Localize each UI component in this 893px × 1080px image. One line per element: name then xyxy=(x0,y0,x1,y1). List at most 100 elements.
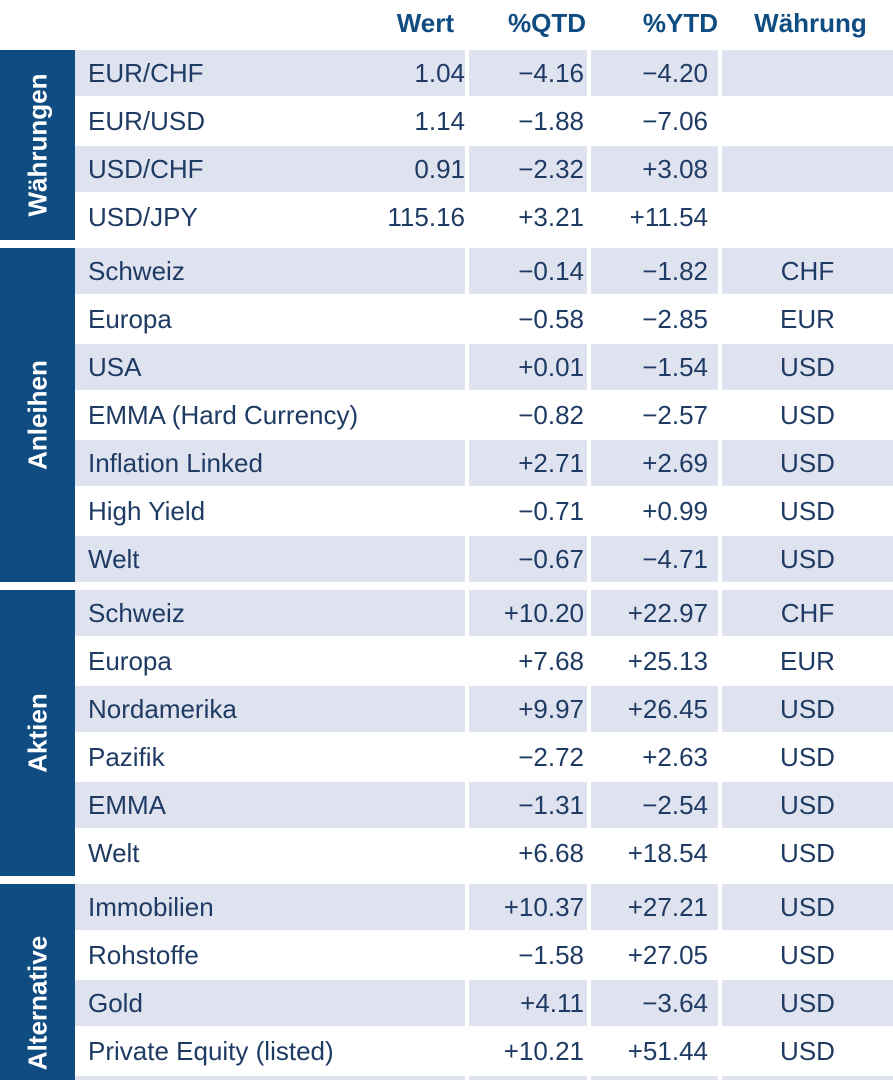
row-ytd: −2.57 xyxy=(589,392,718,438)
group-1: Währungen EUR/CHF 1.04 −4.16 −4.20 EUR/USD 1.1… xyxy=(0,50,893,240)
row-qtd: −1.88 xyxy=(467,98,587,144)
row-qtd: +10.20 xyxy=(467,590,587,636)
row-waehrung: EUR xyxy=(720,296,893,342)
row-name: Gold xyxy=(88,988,143,1018)
row-name: USA xyxy=(88,352,142,382)
row-name: Europa xyxy=(88,304,172,334)
row-name: High Yield xyxy=(88,496,206,526)
row-wert xyxy=(375,248,465,294)
row-qtd: +0.07 xyxy=(467,1076,587,1080)
row-qtd: +6.68 xyxy=(467,830,587,876)
row-wert xyxy=(375,440,465,486)
row-name-cell: Schweiz xyxy=(75,590,465,636)
row-waehrung: USD xyxy=(720,830,893,876)
row-name-cell: Private Equity (listed) xyxy=(75,1028,465,1074)
row-name-cell: Pazifik xyxy=(75,734,465,780)
row-name: USD/CHF xyxy=(88,154,204,184)
header-qtd: %QTD xyxy=(508,8,586,38)
row-name: EMMA (Hard Currency) xyxy=(88,400,359,430)
table-row: EMMA −1.31 −2.54 USD xyxy=(75,782,893,828)
row-ytd: +3.65 xyxy=(589,1076,718,1080)
table-row: Schweiz +10.20 +22.97 CHF xyxy=(75,590,893,636)
header-ytd: %YTD xyxy=(642,8,718,38)
row-waehrung xyxy=(720,50,893,96)
row-ytd: +0.99 xyxy=(589,488,718,534)
row-ytd: +51.44 xyxy=(589,1028,718,1074)
row-waehrung: USD xyxy=(720,536,893,582)
row-name: USD/JPY xyxy=(88,202,198,232)
row-waehrung: USD xyxy=(720,488,893,534)
row-waehrung: USD xyxy=(720,980,893,1026)
table-row: Immobilien +10.37 +27.21 USD xyxy=(75,884,893,930)
row-qtd: −4.16 xyxy=(467,50,587,96)
row-qtd: −0.67 xyxy=(467,536,587,582)
row-wert: 1.14 xyxy=(414,106,465,136)
table-header: Wert %QTD %YTD Währung xyxy=(0,0,893,48)
row-name-cell: High Yield xyxy=(75,488,465,534)
row-name: Welt xyxy=(88,544,140,574)
header-waehrung: Währung xyxy=(754,8,867,38)
row-qtd: +7.68 xyxy=(467,638,587,684)
group-label-text: Aktien xyxy=(22,693,52,773)
row-qtd: −2.32 xyxy=(467,146,587,192)
group-4: Alternative Immobilien +10.37 +27.21 USD Rohs… xyxy=(0,884,893,1080)
row-wert xyxy=(375,980,465,1026)
row-waehrung xyxy=(720,194,893,240)
row-name: EUR/USD xyxy=(88,106,206,136)
row-waehrung: CHF xyxy=(720,590,893,636)
row-name: Private Equity (listed) xyxy=(88,1036,334,1066)
row-ytd: +2.69 xyxy=(589,440,718,486)
row-ytd: −7.06 xyxy=(589,98,718,144)
table-row: Inflation Linked +2.71 +2.69 USD xyxy=(75,440,893,486)
row-ytd: −4.20 xyxy=(589,50,718,96)
row-wert xyxy=(375,488,465,534)
table-row: Schweiz −0.14 −1.82 CHF xyxy=(75,248,893,294)
row-waehrung: CHF xyxy=(720,248,893,294)
row-name: Immobilien xyxy=(88,892,214,922)
row-wert xyxy=(375,932,465,978)
row-ytd: −2.54 xyxy=(589,782,718,828)
row-wert xyxy=(375,782,465,828)
row-name: Nordamerika xyxy=(88,694,237,724)
row-ytd: +26.45 xyxy=(589,686,718,732)
row-name: Schweiz xyxy=(88,256,185,286)
table-row: EUR/USD 1.14 −1.88 −7.06 xyxy=(75,98,893,144)
row-name-cell: Schweiz xyxy=(75,248,465,294)
row-name-cell: EUR/USD 1.14 xyxy=(75,98,465,144)
row-qtd: +4.11 xyxy=(467,980,587,1026)
row-waehrung: USD xyxy=(720,344,893,390)
group-label: Aktien xyxy=(0,590,75,876)
row-wert xyxy=(375,686,465,732)
row-name: Pazifik xyxy=(88,742,165,772)
row-name-cell: Rohstoffe xyxy=(75,932,465,978)
row-ytd: +27.05 xyxy=(589,932,718,978)
row-name-cell: EUR/CHF 1.04 xyxy=(75,50,465,96)
row-qtd: −0.82 xyxy=(467,392,587,438)
row-name-cell: Welt xyxy=(75,536,465,582)
row-waehrung: EUR xyxy=(720,638,893,684)
row-waehrung: USD xyxy=(720,734,893,780)
row-name-cell: Hedge Fonds xyxy=(75,1076,465,1080)
row-wert xyxy=(375,296,465,342)
row-name-cell: USA xyxy=(75,344,465,390)
row-name-cell: USD/CHF 0.91 xyxy=(75,146,465,192)
row-name-cell: Inflation Linked xyxy=(75,440,465,486)
row-wert xyxy=(375,344,465,390)
table-row: Europa +7.68 +25.13 EUR xyxy=(75,638,893,684)
row-wert xyxy=(375,830,465,876)
row-waehrung: USD xyxy=(720,440,893,486)
row-name-cell: Europa xyxy=(75,638,465,684)
group-label: Anleihen xyxy=(0,248,75,582)
row-wert xyxy=(375,638,465,684)
row-name: Rohstoffe xyxy=(88,940,199,970)
table-row: Welt +6.68 +18.54 USD xyxy=(75,830,893,876)
row-qtd: +0.01 xyxy=(467,344,587,390)
row-name-cell: EMMA xyxy=(75,782,465,828)
group-label: Alternative xyxy=(0,884,75,1080)
table-row: Welt −0.67 −4.71 USD xyxy=(75,536,893,582)
row-name-cell: Gold xyxy=(75,980,465,1026)
row-ytd: +27.21 xyxy=(589,884,718,930)
row-ytd: −1.82 xyxy=(589,248,718,294)
row-wert xyxy=(375,590,465,636)
row-qtd: +10.21 xyxy=(467,1028,587,1074)
